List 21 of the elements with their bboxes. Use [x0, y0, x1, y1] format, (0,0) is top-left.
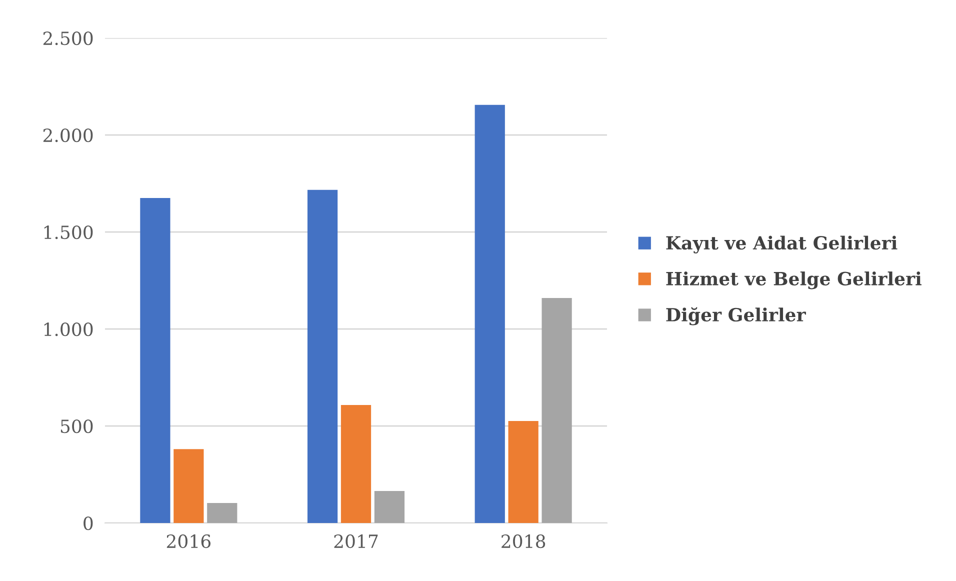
legend-label: Hizmet ve Belge Gelirleri	[666, 271, 922, 290]
bar	[508, 420, 538, 523]
bar	[140, 198, 170, 523]
bar	[340, 405, 372, 523]
y-tick-label: 2.000	[43, 128, 93, 142]
bar	[174, 449, 204, 523]
legend-label: Kayıt ve Aidat Gelirleri	[666, 236, 898, 254]
bar	[307, 190, 338, 523]
y-tick-label: 1.500	[44, 225, 93, 240]
x-tick-label: 2018	[502, 534, 546, 548]
y-tick-label: 2.500	[43, 31, 93, 46]
bar	[207, 503, 238, 523]
y-tick-label: 0	[84, 516, 93, 530]
bar	[542, 298, 572, 523]
legend-label: Diğer Gelirler	[666, 307, 806, 326]
y-tick-label: 500	[60, 419, 93, 434]
bar	[374, 490, 405, 523]
y-tick-label: 1.000	[44, 322, 93, 336]
bar	[474, 104, 505, 523]
x-tick-label: 2017	[334, 534, 378, 548]
x-tick-label: 2016	[166, 534, 211, 548]
